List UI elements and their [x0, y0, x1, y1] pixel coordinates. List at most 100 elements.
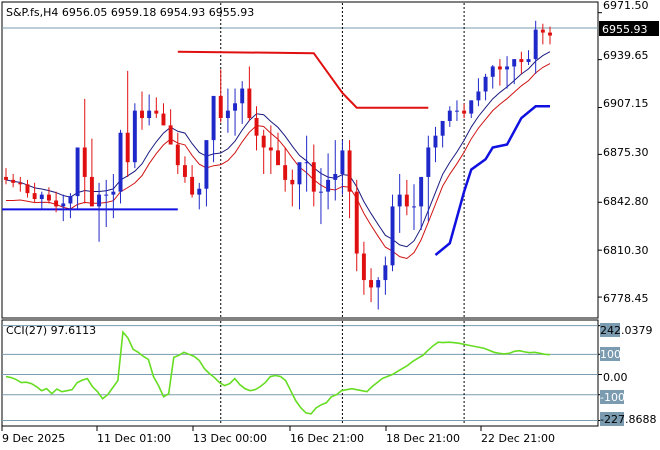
candle-body [483, 76, 488, 92]
candle-body [412, 206, 416, 208]
candle-body [390, 206, 395, 266]
trailing-stop-blue-line-2 [434, 104, 550, 256]
candle-body [533, 29, 538, 60]
cci-axis-label: 0.00 [603, 371, 628, 384]
price-axis-label: 6939.65 [603, 49, 649, 62]
candle-body [333, 173, 338, 180]
price-axis-label: 6810.30 [603, 244, 649, 257]
candle-body [254, 118, 259, 136]
time-axis-label: 16 Dec 21:00 [290, 432, 364, 445]
candle-body [75, 147, 80, 197]
candle-body [490, 66, 495, 77]
candle-body [469, 100, 474, 114]
candle-body [154, 110, 159, 114]
candle-body [197, 188, 202, 195]
candle-body [497, 66, 502, 70]
candle-body [512, 59, 517, 67]
time-axis-label: 22 Dec 21:00 [481, 432, 555, 445]
candle-body [505, 66, 510, 70]
candle-body [61, 203, 66, 207]
candle-body [326, 179, 331, 192]
candle-body [261, 135, 266, 148]
candle-body [276, 150, 280, 166]
candle-body [161, 113, 166, 126]
candle-body [361, 253, 366, 281]
candle-body [340, 150, 345, 174]
cci-axis-label: -227.8688 [600, 413, 656, 426]
main-pane[interactable]: S&P.fs,H4 6956.05 6959.18 6954.93 6955.9… [1, 1, 599, 319]
candle-body [290, 179, 295, 185]
cci-grid [2, 325, 598, 422]
cci-axis-label: 242.0379 [600, 324, 653, 337]
time-axis-label: 11 Dec 01:00 [97, 432, 171, 445]
cci-min-tag [600, 412, 624, 426]
candle-body [125, 132, 130, 163]
candle-body [297, 162, 302, 185]
candle-body [118, 132, 123, 192]
current-price-tag [599, 21, 659, 36]
candle-body [25, 184, 30, 194]
price-axis-label: 6971.50 [603, 0, 649, 12]
candle-body [97, 194, 102, 207]
candle-body [218, 95, 223, 119]
candle-body [82, 147, 87, 177]
candle-body [369, 280, 374, 288]
candle-body [140, 110, 144, 119]
candle-body [548, 32, 552, 36]
cci-level-tag [600, 347, 620, 361]
candle-body [426, 147, 431, 177]
candle-body [54, 200, 59, 207]
candle-body [476, 91, 481, 101]
candle-body [233, 103, 238, 111]
candle-body [397, 194, 402, 207]
candle-body [68, 196, 73, 204]
main-pane-frame [1, 1, 599, 319]
cci-level-tag [600, 390, 624, 404]
candle-body [318, 191, 323, 193]
candle-body [268, 147, 273, 151]
candle-body [11, 179, 16, 183]
price-axis-label: 6907.15 [603, 97, 649, 110]
cci-pane[interactable]: CCI(27) 97.6113 [1, 319, 599, 427]
cci-header: CCI(27) 97.6113 [6, 324, 96, 337]
candle-body [104, 194, 109, 196]
candle-body [454, 110, 459, 112]
candle-body [190, 176, 195, 195]
candle-body [46, 194, 51, 201]
candle-body [32, 193, 37, 200]
candle-body [225, 110, 230, 119]
candle-body [132, 110, 137, 163]
price-axis-label: 6778.45 [603, 292, 649, 305]
candle-body [175, 144, 180, 166]
time-axis-label: 13 Dec 00:00 [193, 432, 267, 445]
candle-body [204, 140, 209, 189]
candle-body [240, 88, 245, 104]
candle-body [89, 176, 94, 207]
candle-body [304, 162, 309, 164]
candle-body [440, 120, 445, 136]
candle-body [404, 194, 409, 207]
candle-body [247, 88, 252, 119]
cci-axis[interactable]: 242.0379 100 0.00 -100 -227.8688 [598, 323, 656, 426]
candle-body [211, 95, 216, 141]
current-price-label: 6955.93 [602, 23, 648, 36]
time-axis-label: 9 Dec 2025 [2, 432, 65, 445]
candle-body [447, 110, 452, 121]
time-axis[interactable]: 9 Dec 2025 11 Dec 01:00 13 Dec 00:00 16 … [1, 426, 555, 445]
candle-body [433, 135, 438, 148]
candle-body [182, 165, 187, 177]
candle-body [168, 125, 173, 145]
time-axis-label: 18 Dec 21:00 [386, 432, 460, 445]
candle-body [39, 194, 44, 200]
candle-body [283, 165, 288, 180]
candlestick-series[interactable] [4, 20, 552, 310]
candle-body [311, 162, 316, 192]
cci-period-separators [220, 321, 465, 425]
price-axis[interactable]: 6971.50 6955.93 6939.65 6907.15 6875.30 … [598, 0, 659, 305]
candle-body [18, 182, 23, 185]
cci-line [5, 330, 551, 415]
cci-pane-frame [1, 319, 599, 427]
symbol-header: S&P.fs,H4 6956.05 6959.18 6954.93 6955.9… [6, 6, 254, 19]
candle-body [354, 191, 359, 254]
